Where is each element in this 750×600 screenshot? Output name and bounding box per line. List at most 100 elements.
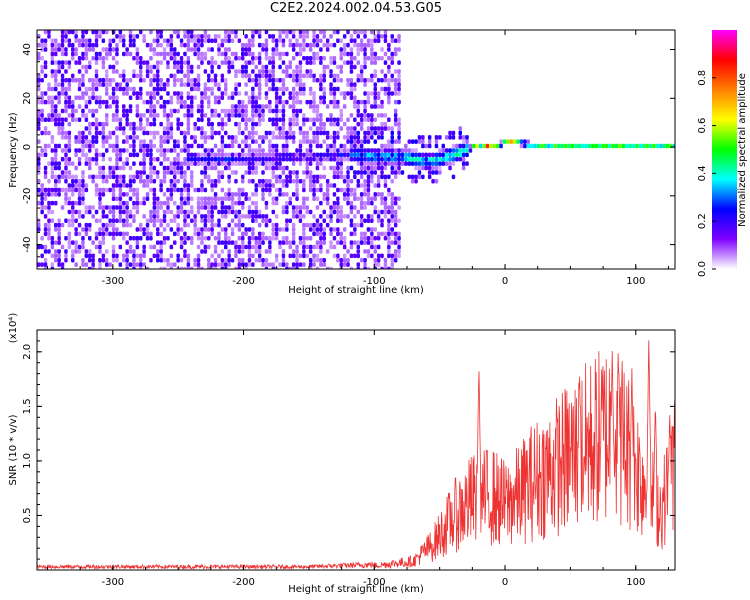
spectrogram-cell <box>264 51 269 57</box>
spectrogram-cell <box>363 240 367 245</box>
spectrogram-cell <box>183 170 187 175</box>
spectrogram-cell <box>145 196 150 201</box>
spectrogram-cell <box>302 113 306 118</box>
spectrogram-cell <box>336 121 340 127</box>
spectrogram-cell <box>98 227 102 232</box>
spectrogram-cell <box>64 148 68 153</box>
spectrogram-cell <box>322 152 326 158</box>
spectrogram-cell <box>244 161 248 166</box>
spectrogram-cell <box>227 95 231 100</box>
spectrogram-cell <box>237 126 242 131</box>
spectrogram-cell <box>329 240 333 245</box>
spectrogram-cell <box>203 187 208 193</box>
spectrogram-cell <box>54 240 58 245</box>
spectrogram-cell <box>125 200 129 206</box>
spectrogram-cell <box>366 42 371 48</box>
spectrogram-cell <box>179 240 184 245</box>
spectrogram-cell <box>203 218 208 223</box>
spectrogram-cell <box>434 139 439 144</box>
spectrogram-cell <box>308 42 313 48</box>
spectrogram-cell <box>200 152 204 158</box>
spectrogram-cell <box>50 165 55 171</box>
spectrogram-cell <box>308 99 313 105</box>
spectrogram-cell <box>254 205 258 210</box>
spectrogram-cell <box>196 244 201 250</box>
spectrogram-cell <box>224 38 228 43</box>
spectrogram-cell <box>183 253 187 259</box>
spectrogram-cell <box>325 64 330 70</box>
spectrogram-cell <box>145 60 150 65</box>
spectrogram-cell <box>247 51 252 57</box>
spectrogram-cell <box>315 157 320 162</box>
spectrogram-cell <box>84 113 89 118</box>
spectrogram-cell <box>308 69 313 74</box>
spectrogram-cell <box>390 266 394 269</box>
spectrogram-cell <box>329 152 333 158</box>
spectrogram-cell <box>312 258 316 263</box>
spectrogram-cell <box>336 170 340 175</box>
spectrogram-cell <box>227 236 231 241</box>
spectrogram-cell <box>336 135 340 140</box>
spectrogram-cell <box>210 183 214 188</box>
spectrogram-cell <box>118 244 123 250</box>
spectrogram-cell <box>261 69 265 74</box>
spectrogram-cell <box>421 161 425 166</box>
spectrogram-cell <box>329 69 333 74</box>
spectrogram-cell <box>346 157 350 162</box>
spectrogram-cell <box>54 187 58 193</box>
spectrogram-cell <box>224 214 228 219</box>
spectrogram-cell <box>84 51 89 57</box>
spectrogram-cell <box>295 266 299 269</box>
spectrogram-cell <box>281 78 286 83</box>
spectrogram-cell <box>234 113 238 118</box>
spectrogram-cell <box>220 91 225 96</box>
spectrogram-cell <box>237 69 242 74</box>
spectrogram-cell <box>254 249 258 254</box>
spectrogram-cell <box>264 200 269 206</box>
spectrogram-cell <box>159 218 163 223</box>
spectrogram-cell <box>234 121 238 127</box>
spectrogram-cell <box>332 143 337 149</box>
spectrogram-cell <box>376 165 381 171</box>
spectrogram-cell <box>271 222 275 228</box>
spectrogram-cell <box>159 249 163 254</box>
spectrogram-cell <box>397 244 401 250</box>
spectrogram-cell <box>183 240 187 245</box>
spectrogram-cell <box>495 143 500 149</box>
spectrogram-cell <box>47 86 51 92</box>
spectrogram-cell <box>274 165 279 171</box>
spectrogram-cell <box>373 86 377 92</box>
spectrogram-cell <box>325 38 330 43</box>
spectrogram-cell <box>64 157 68 162</box>
spectrogram-cell <box>111 99 116 105</box>
spectrogram-cell <box>322 196 326 201</box>
spectrogram-cell <box>210 108 214 114</box>
spectrogram-cell <box>156 86 160 92</box>
spectrogram-cell <box>417 157 422 162</box>
spectrogram-cell <box>336 38 340 43</box>
spectrogram-cell <box>315 108 320 114</box>
spectrogram-cell <box>359 47 364 52</box>
spectrogram-cell <box>128 152 133 158</box>
spectrogram-cell <box>370 91 374 96</box>
spectrogram-cell <box>37 56 41 61</box>
spectrogram-cell <box>312 91 316 96</box>
spectrogram-cell <box>359 42 364 48</box>
spectrogram-cell <box>40 113 44 118</box>
spectrogram-cell <box>173 174 177 180</box>
spectrogram-cell <box>444 135 449 140</box>
spectrogram-cell <box>166 205 170 210</box>
spectrogram-cell <box>156 82 160 87</box>
spectrogram-cell <box>118 179 123 184</box>
spectrogram-cell <box>47 117 51 122</box>
spectrogram-cell <box>203 244 208 250</box>
spectrogram-cell <box>203 30 208 35</box>
spectrogram-cell <box>111 56 116 61</box>
spectrogram-cell <box>383 236 388 241</box>
spectrogram-cell <box>312 121 316 127</box>
spectrogram-cell <box>359 117 364 122</box>
spectrogram-cell <box>410 174 415 180</box>
spectrogram-cell <box>322 192 326 197</box>
spectrogram-cell <box>142 196 146 201</box>
